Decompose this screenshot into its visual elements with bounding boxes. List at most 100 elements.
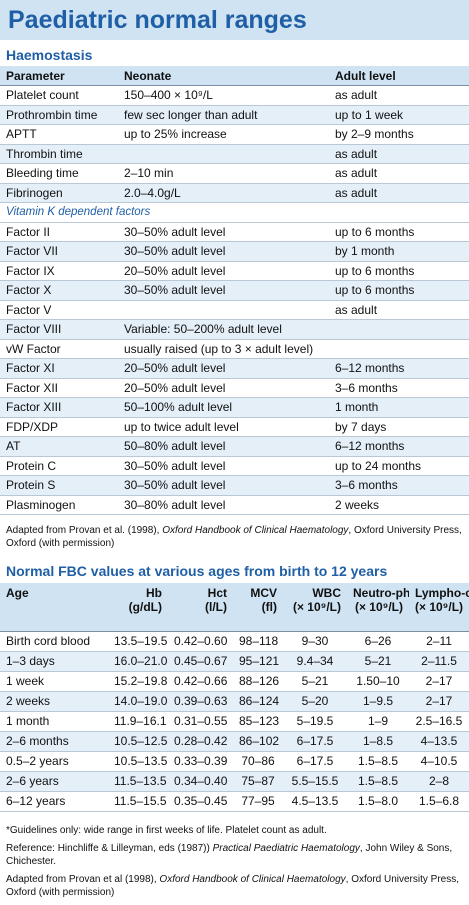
table-row: Plasminogen 30–80% adult level 2 weeks	[0, 495, 469, 515]
neonate-cell: 2.0–4.0g/L	[118, 183, 329, 203]
adult-level-cell: by 1 month	[329, 241, 469, 262]
column-name: Hb	[146, 586, 162, 600]
value-cell: 9.4–34	[283, 651, 347, 672]
parameter-cell: Prothrombin time	[0, 105, 118, 125]
column-header: Hct (l/L)	[168, 583, 233, 632]
value-cell: 0.34–0.40	[168, 771, 233, 792]
value-cell: 1–9	[347, 711, 409, 732]
neonate-cell: 30–50% adult level	[118, 456, 329, 476]
value-cell: 14.0–19.0	[108, 691, 168, 712]
value-cell: 86–102	[233, 731, 283, 752]
column-header: WBC (× 10⁹/L)	[283, 583, 347, 632]
column-name: WBC	[312, 586, 341, 600]
neonate-cell: up to twice adult level	[118, 417, 329, 437]
adult-level-cell: as adult	[329, 300, 469, 320]
table-row: Platelet count 150–400 × 10⁹/L as adult	[0, 85, 469, 106]
parameter-cell: vW Factor	[0, 339, 118, 359]
neonate-cell: 30–50% adult level	[118, 241, 329, 262]
parameter-cell: Factor II	[0, 222, 118, 242]
adult-level-cell	[329, 319, 469, 340]
haemostasis-rows: Platelet count 150–400 × 10⁹/L as adult Pro…	[0, 85, 469, 203]
value-cell: 10.5–12.5	[108, 731, 168, 752]
column-header-neonate: Neonate	[118, 66, 329, 86]
value-cell: 2.5–16.5	[409, 711, 469, 732]
value-cell: 5.5–15.5	[283, 771, 347, 792]
column-unit: (× 10⁹/L)	[354, 600, 403, 614]
table-row: 2–6 years 11.5–13.5 0.34–0.40 75–87 5.5–15.5…	[0, 771, 469, 792]
fbc-rows: Birth cord blood 13.5–19.5 0.42–0.60 98–118…	[0, 631, 469, 812]
table-row: 6–12 years 11.5–15.5 0.35–0.45 77–95 4.5–13.…	[0, 791, 469, 812]
age-cell: Birth cord blood	[0, 631, 108, 652]
parameter-cell: Factor XIII	[0, 397, 118, 418]
adult-level-cell: by 7 days	[329, 417, 469, 437]
neonate-cell: Variable: 50–200% adult level	[118, 319, 329, 340]
value-cell: 88–126	[233, 671, 283, 692]
table-row: Factor VII 30–50% adult level by 1 month	[0, 241, 469, 262]
note-book-title: Oxford Handbook of Clinical Haematology	[162, 525, 349, 536]
parameter-cell: Factor XI	[0, 358, 118, 379]
table-row: Bleeding time 2–10 min as adult	[0, 163, 469, 184]
fbc-heading: Normal FBC values at various ages from b…	[6, 563, 388, 579]
value-cell: 2–11	[409, 631, 469, 652]
column-name: Lympho-cytes	[415, 586, 469, 600]
column-name: Neutro-phils	[353, 586, 409, 600]
value-cell: 11.5–13.5	[108, 771, 168, 792]
column-header: Lympho-cytes(× 10⁹/L)	[409, 583, 469, 632]
haemostasis-table: Parameter Neonate Adult level Platelet c…	[0, 66, 469, 515]
vitamin-k-subheading-row: Vitamin K dependent factors	[0, 202, 469, 223]
table-row: Thrombin time as adult	[0, 144, 469, 164]
column-header: Hb (g/dL)	[108, 583, 168, 632]
age-cell: 1 week	[0, 671, 108, 692]
column-header-parameter: Parameter	[0, 66, 118, 86]
value-cell: 0.42–0.66	[168, 671, 233, 692]
parameter-cell: Factor V	[0, 300, 118, 320]
fbc-notes: *Guidelines only: wide range in first we…	[0, 812, 469, 899]
adult-level-cell: by 2–9 months	[329, 124, 469, 145]
column-unit: (× 10⁹/L)	[415, 600, 464, 614]
value-cell: 70–86	[233, 751, 283, 772]
value-cell: 2–8	[409, 771, 469, 792]
neonate-cell: 30–50% adult level	[118, 222, 329, 242]
age-cell: 0.5–2 years	[0, 751, 108, 772]
column-unit: (l/L)	[205, 600, 227, 614]
fbc-header-row: Age Hb (g/dL) Hct (l/L) MCV (fl) WBC (× 10⁹/L) Ne…	[0, 583, 469, 632]
table-row: Factor VIII Variable: 50–200% adult level	[0, 319, 469, 340]
haemostasis-source-note: Adapted from Provan et al. (1998), Oxfor…	[0, 515, 469, 555]
value-cell: 86–124	[233, 691, 283, 712]
table-row: vW Factor usually raised (up to 3 × adult…	[0, 339, 469, 359]
column-unit: (fl)	[261, 600, 277, 614]
value-cell: 5–19.5	[283, 711, 347, 732]
adult-level-cell: as adult	[329, 163, 469, 184]
table-row: 0.5–2 years 10.5–13.5 0.33–0.39 70–86 6–17.5…	[0, 751, 469, 772]
table-row: Factor V as adult	[0, 300, 469, 320]
parameter-cell: AT	[0, 436, 118, 457]
value-cell: 77–95	[233, 791, 283, 812]
page-title: Paediatric normal ranges	[8, 5, 307, 34]
parameter-cell: Thrombin time	[0, 144, 118, 164]
value-cell: 0.28–0.42	[168, 731, 233, 752]
table-row: Factor X 30–50% adult level up to 6 months	[0, 280, 469, 301]
table-row: 1 week 15.2–19.8 0.42–0.66 88–126 5–21 1.50–1…	[0, 671, 469, 692]
value-cell: 6–17.5	[283, 731, 347, 752]
table-row: 1 month 11.9–16.1 0.31–0.55 85–123 5–19.5 1–9…	[0, 711, 469, 732]
adult-level-cell: 6–12 months	[329, 436, 469, 457]
adult-level-cell: as adult	[329, 144, 469, 164]
column-name: Hct	[207, 586, 227, 600]
value-cell: 0.31–0.55	[168, 711, 233, 732]
value-cell: 1–9.5	[347, 691, 409, 712]
value-cell: 2–17	[409, 691, 469, 712]
neonate-cell: up to 25% increase	[118, 124, 329, 145]
adult-level-cell: up to 6 months	[329, 222, 469, 242]
value-cell: 5–20	[283, 691, 347, 712]
age-cell: 1 month	[0, 711, 108, 732]
age-cell: 6–12 years	[0, 791, 108, 812]
value-cell: 0.45–0.67	[168, 651, 233, 672]
value-cell: 4–10.5	[409, 751, 469, 772]
guidelines-note: *Guidelines only: wide range in first we…	[6, 824, 327, 836]
table-row: APTT up to 25% increase by 2–9 months	[0, 124, 469, 145]
age-cell: 1–3 days	[0, 651, 108, 672]
value-cell: 6–26	[347, 631, 409, 652]
value-cell: 13.5–19.5	[108, 631, 168, 652]
parameter-cell: Platelet count	[0, 85, 118, 106]
table-row: Protein C 30–50% adult level up to 24 mont…	[0, 456, 469, 476]
